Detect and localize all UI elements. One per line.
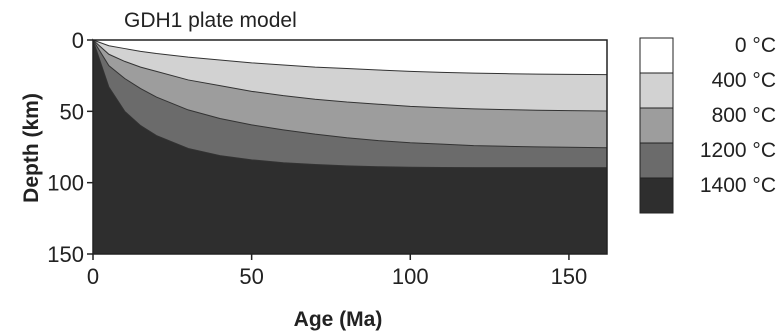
legend-swatch-400c — [639, 72, 674, 109]
y-tick-label: 150 — [47, 242, 84, 267]
y-axis-title: Depth (km) — [20, 93, 43, 203]
legend-label: 400 °C — [712, 69, 776, 92]
legend-swatch-800c — [639, 107, 674, 144]
band-1400c — [92, 39, 608, 255]
legend-label: 800 °C — [712, 104, 776, 127]
legend-label: 1200 °C — [700, 139, 776, 162]
y-tick-label: 100 — [47, 171, 84, 196]
x-tick-label: 150 — [551, 264, 588, 289]
plot-frame — [92, 39, 608, 255]
legend-swatch-1200c — [639, 142, 674, 179]
legend-label: 1400 °C — [700, 174, 776, 197]
legend-swatch-0c — [639, 37, 674, 74]
x-tick-label: 100 — [392, 264, 429, 289]
y-tick-label: 50 — [60, 99, 84, 124]
x-tick-label: 50 — [239, 264, 263, 289]
x-axis-title: Age (Ma) — [294, 308, 383, 331]
plot-area — [92, 38, 608, 255]
legend-label: 0 °C — [735, 34, 776, 57]
y-tick-label: 0 — [72, 28, 84, 53]
x-tick-label: 0 — [87, 264, 99, 289]
legend: 0 °C 400 °C 800 °C 1200 °C 1400 °C — [639, 34, 776, 214]
chart-title: GDH1 plate model — [124, 9, 297, 32]
legend-swatch-1400c — [639, 177, 674, 214]
